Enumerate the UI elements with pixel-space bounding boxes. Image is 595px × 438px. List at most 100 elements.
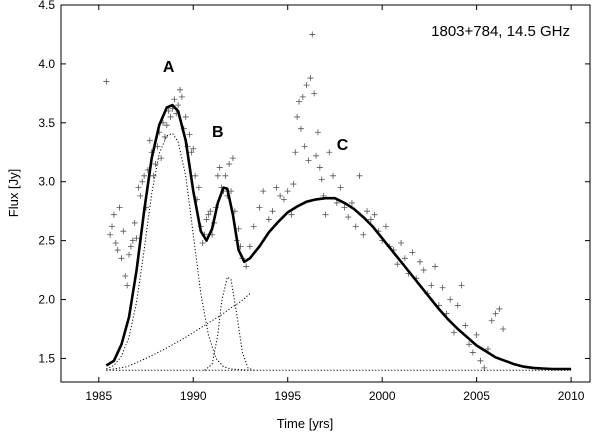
data-point [333, 199, 340, 206]
data-point [454, 302, 461, 309]
data-point [447, 296, 454, 303]
data-point [432, 263, 439, 270]
data-point [500, 325, 507, 332]
data-point [352, 223, 359, 230]
y-ticks: 1.5 2.0 2.5 3.0 3.5 4.0 4.5 [38, 0, 590, 365]
data-point [364, 208, 371, 215]
data-point [297, 125, 304, 132]
data-point [466, 341, 473, 348]
component-label-c: C [337, 137, 349, 154]
data-point [222, 172, 229, 179]
data-point [192, 172, 199, 179]
data-point [428, 282, 435, 289]
data-point [243, 263, 250, 270]
fit-curves [105, 103, 572, 371]
data-point [141, 172, 148, 179]
data-point [322, 211, 329, 218]
component-fit-line [106, 132, 250, 371]
data-point [127, 243, 134, 250]
data-point [137, 192, 144, 199]
data-point [116, 204, 123, 211]
data-point [120, 228, 127, 235]
data-point [167, 113, 174, 120]
data-point [296, 98, 303, 105]
data-point [492, 310, 499, 317]
data-point [307, 75, 314, 82]
data-point [360, 231, 367, 238]
x-tick-label: 2010 [558, 389, 585, 403]
data-point [146, 137, 153, 144]
data-point [207, 208, 214, 215]
data-point [103, 78, 110, 85]
data-point [135, 184, 142, 191]
data-point [280, 196, 287, 203]
x-tick-label: 2000 [369, 389, 396, 403]
data-point [171, 96, 178, 103]
data-point [205, 211, 212, 218]
data-point [367, 216, 374, 223]
x-axis-title: Time [yrs] [277, 416, 334, 431]
data-point [118, 255, 125, 262]
data-point [496, 305, 503, 312]
data-point [178, 93, 185, 100]
data-point [199, 239, 206, 246]
data-point [316, 164, 323, 171]
data-point [416, 258, 423, 265]
data-point [284, 188, 291, 195]
data-point [177, 86, 184, 93]
y-axis-title: Flux [Jy] [6, 169, 21, 217]
component-fit-line [204, 276, 254, 371]
data-point [124, 282, 131, 289]
data-point [314, 129, 321, 136]
data-point [129, 237, 136, 244]
data-point [303, 82, 310, 89]
data-point [112, 239, 119, 246]
y-tick-label: 1.5 [38, 351, 55, 365]
data-point [260, 188, 267, 195]
chart-marks [103, 31, 507, 371]
data-point [163, 122, 170, 129]
data-point [139, 178, 146, 185]
data-point [152, 161, 159, 168]
data-point [107, 231, 114, 238]
data-point [326, 149, 333, 156]
component-labels: A B C [163, 59, 349, 154]
data-point [277, 192, 284, 199]
data-point [337, 184, 344, 191]
data-point [484, 346, 491, 353]
data-point [401, 255, 408, 262]
data-point [273, 184, 280, 191]
data-point [235, 225, 242, 232]
total-fit-line [105, 103, 572, 371]
y-tick-label: 2.5 [38, 234, 55, 248]
data-point [382, 223, 389, 230]
data-point [265, 216, 272, 223]
data-point [439, 284, 446, 291]
y-tick-label: 2.0 [38, 293, 55, 307]
data-point [182, 113, 189, 120]
data-point [246, 243, 253, 250]
data-point [477, 357, 484, 364]
data-point [313, 152, 320, 159]
data-point [175, 102, 182, 109]
data-point [133, 235, 140, 242]
component-fit-line [106, 293, 251, 371]
data-point [318, 176, 325, 183]
data-point [290, 181, 297, 188]
data-point [305, 157, 312, 164]
x-tick-label: 1995 [274, 389, 301, 403]
data-point [250, 223, 257, 230]
data-point [345, 214, 352, 221]
data-point [330, 172, 337, 179]
y-tick-label: 4.5 [38, 0, 55, 12]
data-point [398, 239, 405, 246]
data-point [299, 93, 306, 100]
data-point [462, 322, 469, 329]
data-point [131, 219, 138, 226]
data-point [356, 172, 363, 179]
data-point [214, 172, 221, 179]
data-point [309, 31, 316, 38]
plot-frame [60, 4, 591, 383]
y-tick-label: 3.5 [38, 116, 55, 130]
